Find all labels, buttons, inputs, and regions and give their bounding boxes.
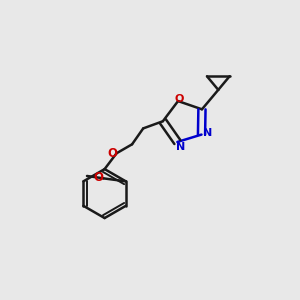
Text: O: O (107, 147, 117, 160)
Text: O: O (174, 94, 184, 104)
Text: N: N (176, 142, 185, 152)
Text: N: N (203, 128, 213, 138)
Text: O: O (94, 171, 103, 184)
